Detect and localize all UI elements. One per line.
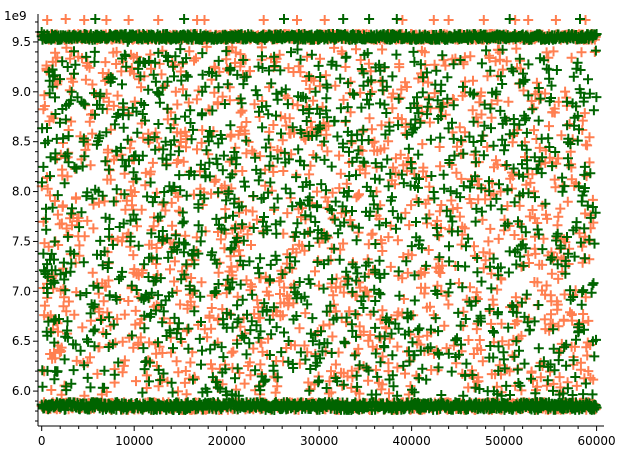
x-tick-label-1: 10000: [115, 434, 153, 448]
y-scale-label: 1e9: [4, 9, 27, 23]
y-tick-label-1: 6.5: [12, 334, 31, 348]
x-tick-label-6: 60000: [578, 434, 616, 448]
series-layer: [36, 14, 602, 415]
x-tick-label-3: 30000: [300, 434, 338, 448]
ticks-layer: 0 10000 20000 30000 40000 50000 60000 6.0 6.5 7.0…: [12, 21, 616, 448]
y-tick-label-5: 8.5: [12, 135, 31, 149]
series-0-markers: [36, 14, 601, 415]
y-tick-label-2: 7.0: [12, 284, 31, 298]
x-tick-label-2: 20000: [208, 434, 246, 448]
series-0: [36, 14, 601, 415]
x-tick-label-5: 50000: [485, 434, 523, 448]
x-tick-label-0: 0: [38, 434, 46, 448]
y-tick-label-7: 9.5: [12, 35, 31, 49]
x-tick-label-4: 40000: [393, 434, 431, 448]
y-tick-label-3: 7.5: [12, 234, 31, 248]
series-1: [36, 14, 602, 415]
y-tick-label-0: 6.0: [12, 384, 31, 398]
y-tick-label-6: 9.0: [12, 85, 31, 99]
y-tick-label-4: 8.0: [12, 185, 31, 199]
axes-layer: [37, 14, 604, 427]
series-1-markers: [36, 14, 602, 415]
